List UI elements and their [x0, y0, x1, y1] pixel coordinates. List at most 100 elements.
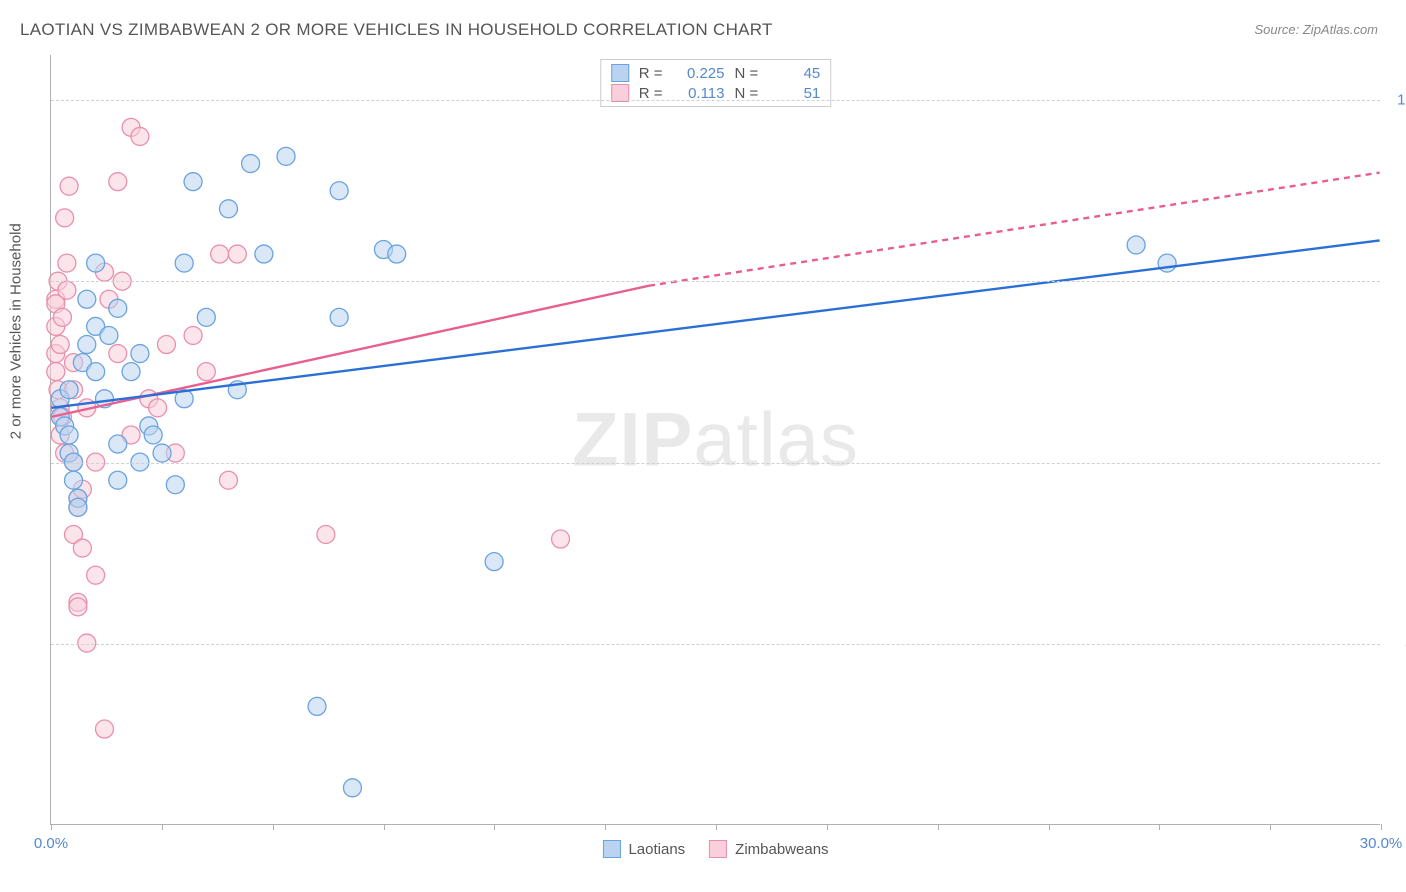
trend-line [51, 240, 1379, 407]
scatter-point [60, 426, 78, 444]
grid-line [51, 100, 1380, 101]
scatter-point [60, 381, 78, 399]
x-tick [162, 824, 163, 830]
scatter-point [1158, 254, 1176, 272]
legend-r-label: R = [639, 85, 663, 102]
x-tick [1381, 824, 1382, 830]
scatter-point [69, 598, 87, 616]
legend-series-label: Laotians [628, 841, 685, 858]
scatter-point [197, 308, 215, 326]
x-tick [384, 824, 385, 830]
scatter-point [78, 290, 96, 308]
scatter-point [242, 155, 260, 173]
scatter-point [109, 435, 127, 453]
x-tick-label: 30.0% [1360, 835, 1403, 852]
legend-r-value: 0.113 [673, 85, 725, 102]
scatter-point [277, 147, 295, 165]
x-tick-label: 0.0% [34, 835, 68, 852]
scatter-point [58, 281, 76, 299]
y-tick-label: 100.0% [1388, 92, 1406, 109]
scatter-point [228, 245, 246, 263]
legend-series-label: Zimbabweans [735, 841, 828, 858]
scatter-point [109, 471, 127, 489]
scatter-point [317, 526, 335, 544]
legend-series-item: Laotians [602, 840, 685, 858]
scatter-point [122, 363, 140, 381]
legend-swatch [709, 840, 727, 858]
scatter-point [58, 254, 76, 272]
x-tick [1270, 824, 1271, 830]
x-tick [1049, 824, 1050, 830]
legend-n-label: N = [735, 85, 759, 102]
scatter-point [78, 336, 96, 354]
grid-line [51, 644, 1380, 645]
x-tick [827, 824, 828, 830]
scatter-point [149, 399, 167, 417]
trend-line [649, 173, 1380, 286]
scatter-point [197, 363, 215, 381]
legend-n-value: 45 [768, 65, 820, 82]
scatter-point [87, 363, 105, 381]
scatter-point [184, 173, 202, 191]
chart-title: LAOTIAN VS ZIMBABWEAN 2 OR MORE VEHICLES… [20, 20, 773, 40]
scatter-point [51, 336, 69, 354]
legend-series-item: Zimbabweans [709, 840, 828, 858]
scatter-point [109, 173, 127, 191]
scatter-point [552, 530, 570, 548]
x-tick [938, 824, 939, 830]
scatter-point [96, 720, 114, 738]
chart-plot-area: ZIPatlas R =0.225N =45R =0.113N =51 Laot… [50, 55, 1380, 825]
scatter-point [388, 245, 406, 263]
legend-swatch [611, 64, 629, 82]
grid-line [51, 281, 1380, 282]
scatter-point [175, 254, 193, 272]
scatter-point [330, 308, 348, 326]
legend-swatch [602, 840, 620, 858]
scatter-point [69, 498, 87, 516]
y-axis-title: 2 or more Vehicles in Household [8, 223, 25, 439]
scatter-point [73, 539, 91, 557]
scatter-point [109, 299, 127, 317]
x-tick [494, 824, 495, 830]
legend-series: Laotians Zimbabweans [602, 840, 828, 858]
x-tick [51, 824, 52, 830]
scatter-point [219, 200, 237, 218]
scatter-point [255, 245, 273, 263]
y-tick-label: 80.0% [1388, 273, 1406, 290]
scatter-point [144, 426, 162, 444]
x-tick [1159, 824, 1160, 830]
scatter-point [60, 177, 78, 195]
scatter-point [100, 326, 118, 344]
plot-svg [51, 55, 1380, 824]
scatter-point [166, 476, 184, 494]
x-tick [716, 824, 717, 830]
legend-n-value: 51 [768, 85, 820, 102]
scatter-point [485, 553, 503, 571]
scatter-point [330, 182, 348, 200]
scatter-point [53, 308, 71, 326]
x-tick [605, 824, 606, 830]
scatter-point [157, 336, 175, 354]
scatter-point [131, 345, 149, 363]
scatter-point [153, 444, 171, 462]
scatter-point [65, 471, 83, 489]
y-tick-label: 60.0% [1388, 454, 1406, 471]
source-label: Source: ZipAtlas.com [1254, 22, 1378, 37]
scatter-point [308, 697, 326, 715]
scatter-point [87, 566, 105, 584]
legend-stats-row: R = 0.225 N = 45 [611, 64, 821, 82]
chart-container: LAOTIAN VS ZIMBABWEAN 2 OR MORE VEHICLES… [0, 0, 1406, 892]
legend-n-label: N = [735, 65, 759, 82]
scatter-point [343, 779, 361, 797]
scatter-point [87, 254, 105, 272]
grid-line [51, 463, 1380, 464]
legend-r-value: 0.225 [673, 65, 725, 82]
x-tick [273, 824, 274, 830]
scatter-point [211, 245, 229, 263]
scatter-point [1127, 236, 1145, 254]
legend-r-label: R = [639, 65, 663, 82]
scatter-point [184, 326, 202, 344]
scatter-point [56, 209, 74, 227]
y-tick-label: 40.0% [1388, 635, 1406, 652]
scatter-point [109, 345, 127, 363]
